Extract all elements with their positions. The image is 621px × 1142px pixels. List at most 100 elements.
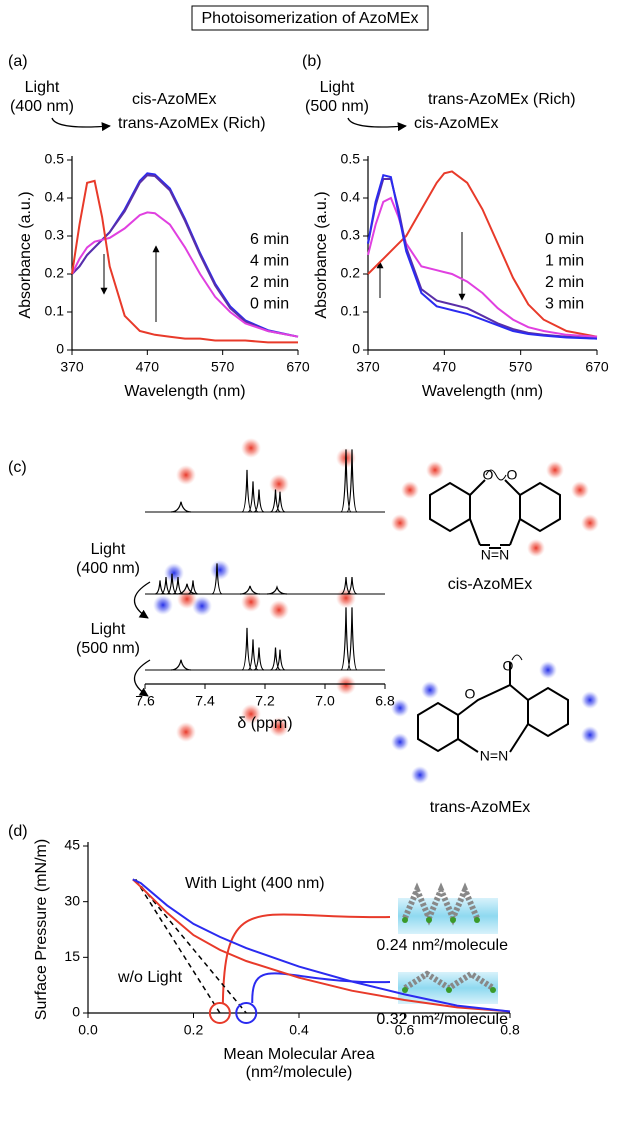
x-axis-title: Wavelength (nm) xyxy=(422,383,543,400)
x-tick-label: 370 xyxy=(356,359,380,375)
atom-label: O xyxy=(503,658,514,674)
peak xyxy=(239,585,261,595)
peak xyxy=(253,647,265,671)
y-tick-label: 0 xyxy=(56,341,64,357)
legend-entry: 1 min xyxy=(545,253,584,270)
atom-label: N=N xyxy=(480,748,508,764)
x-axis-title: Mean Molecular Area xyxy=(223,1046,374,1063)
series-line xyxy=(367,173,598,340)
panel-label: (c) xyxy=(8,459,27,476)
intercept-circle xyxy=(208,1002,231,1024)
peak xyxy=(241,469,253,513)
x-axis-unit: (nm²/molecule) xyxy=(246,1064,353,1081)
atom-label: N=N xyxy=(481,547,509,563)
light-arrow xyxy=(51,117,111,132)
x-tick-label: 7.6 xyxy=(135,693,155,709)
y-tick-label: 0.5 xyxy=(341,151,361,167)
fit-line xyxy=(134,878,247,1014)
x-tick-label: 7.4 xyxy=(195,693,215,709)
y-tick-label: 0.3 xyxy=(341,227,361,243)
legend-entry: 3 min xyxy=(545,296,584,313)
light-arrow xyxy=(133,581,151,619)
x-tick-label: 0.8 xyxy=(500,1022,520,1038)
atom-label: O xyxy=(483,467,494,483)
from-state: trans-AzoMEx (Rich) xyxy=(428,91,576,108)
y-tick-label: 0.1 xyxy=(45,303,65,319)
molecule-label: trans-AzoMEx xyxy=(430,799,530,816)
y-tick-label: 0.3 xyxy=(45,227,65,243)
x-tick-label: 0.4 xyxy=(289,1022,309,1038)
series-line xyxy=(71,179,298,344)
molecule-label: cis-AzoMEx xyxy=(448,576,532,593)
peak xyxy=(266,585,288,595)
y-tick-label: 0.1 xyxy=(341,303,361,319)
series-line xyxy=(367,170,598,338)
light-wavelength: (500 nm) xyxy=(76,640,140,657)
callout-line xyxy=(251,972,391,1004)
y-tick-label: 45 xyxy=(64,837,80,853)
peak xyxy=(187,580,199,595)
series-line xyxy=(71,174,299,338)
intercept-circle xyxy=(235,1002,258,1024)
series-label: w/o Light xyxy=(117,969,183,986)
peak xyxy=(274,491,286,513)
light-wavelength: (400 nm) xyxy=(76,560,140,577)
title-box xyxy=(191,5,429,31)
y-tick-label: 0.4 xyxy=(45,189,65,205)
light-wavelength: (500 nm) xyxy=(305,98,369,115)
x-tick-label: 570 xyxy=(509,359,533,375)
legend-entry: 6 min xyxy=(250,231,289,248)
x-tick-label: 570 xyxy=(211,359,235,375)
series-line xyxy=(132,878,511,1013)
x-tick-label: 470 xyxy=(136,359,160,375)
legend-entry: 0 min xyxy=(250,296,289,313)
from-state: cis-AzoMEx xyxy=(132,91,216,108)
peak xyxy=(270,647,281,671)
y-tick-label: 0.4 xyxy=(341,189,361,205)
light-label: Light xyxy=(320,79,355,96)
legend-entry: 4 min xyxy=(250,253,289,270)
annotation: 0.32 nm²/molecule xyxy=(376,1011,508,1028)
y-tick-label: 0 xyxy=(72,1004,80,1020)
series-line xyxy=(132,878,511,1013)
light-wavelength: (400 nm) xyxy=(10,98,74,115)
head-groups xyxy=(402,917,496,993)
peak xyxy=(346,576,358,595)
atom-label: O xyxy=(465,686,476,702)
cis-molecule xyxy=(391,461,599,557)
trans-molecule xyxy=(391,654,599,784)
y-tick-label: 30 xyxy=(64,892,80,908)
panel-label: (d) xyxy=(8,823,28,840)
x-tick-label: 7.2 xyxy=(255,693,275,709)
light-arrow xyxy=(133,659,151,697)
peak xyxy=(241,627,253,671)
y-tick-label: 0.5 xyxy=(45,151,65,167)
legend-entry: 2 min xyxy=(545,274,584,291)
y-tick-label: 0.2 xyxy=(341,265,361,281)
x-tick-label: 370 xyxy=(60,359,84,375)
light-label: Light xyxy=(25,79,60,96)
callout-line xyxy=(221,913,391,1004)
to-state: trans-AzoMEx (Rich) xyxy=(118,115,266,132)
y-axis-title: Absorbance (a.u.) xyxy=(313,191,330,318)
figure-title: Photoisomerization of AzoMEx xyxy=(202,10,419,27)
fit-line xyxy=(134,878,221,1014)
y-axis-title: Surface Pressure (mN/m) xyxy=(33,839,50,1020)
atom-label: O xyxy=(507,467,518,483)
x-tick-label: 6.8 xyxy=(375,693,395,709)
light-label: Light xyxy=(91,621,126,638)
light-arrow xyxy=(347,117,407,132)
to-state: cis-AzoMEx xyxy=(414,115,498,132)
y-tick-label: 15 xyxy=(64,948,80,964)
peak xyxy=(211,563,223,595)
y-tick-label: 0.2 xyxy=(45,265,65,281)
series-line xyxy=(71,211,299,338)
legend-entry: 0 min xyxy=(545,231,584,248)
y-axis-title: Absorbance (a.u.) xyxy=(17,191,34,318)
x-tick-label: 670 xyxy=(286,359,310,375)
proton-dots xyxy=(153,438,356,742)
light-label: Light xyxy=(91,541,126,558)
series-line xyxy=(367,196,598,338)
legend-entry: 2 min xyxy=(250,274,289,291)
